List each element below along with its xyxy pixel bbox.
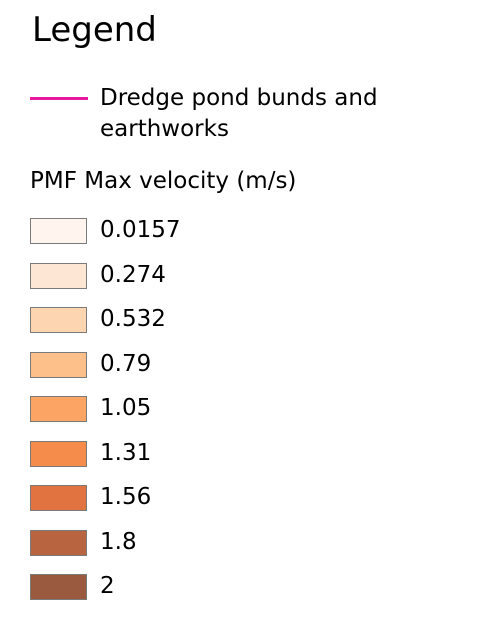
swatch-label: 0.79	[100, 350, 152, 377]
swatch-label: 0.532	[100, 306, 166, 332]
swatch	[30, 396, 87, 422]
group-heading: PMF Max velocity (m/s)	[30, 168, 297, 194]
swatch	[30, 485, 87, 511]
swatch-label: 1.05	[100, 395, 152, 421]
line-label: Dredge pond bunds and earthworks	[100, 85, 378, 142]
swatch	[30, 307, 87, 333]
swatch-label: 1.31	[100, 439, 152, 466]
swatch	[30, 218, 87, 244]
swatch-label: 0.0157	[100, 217, 181, 243]
line-symbol	[30, 97, 88, 100]
swatch	[30, 262, 87, 289]
swatch	[30, 351, 87, 378]
swatch-label: 0.274	[100, 261, 166, 288]
swatch	[30, 529, 87, 556]
swatch-label: 1.8	[100, 528, 137, 555]
legend-title: Legend	[32, 10, 157, 50]
swatch	[30, 574, 87, 600]
swatch-label: 2	[100, 573, 115, 599]
swatch	[30, 440, 87, 467]
swatch-label: 1.56	[100, 484, 152, 510]
